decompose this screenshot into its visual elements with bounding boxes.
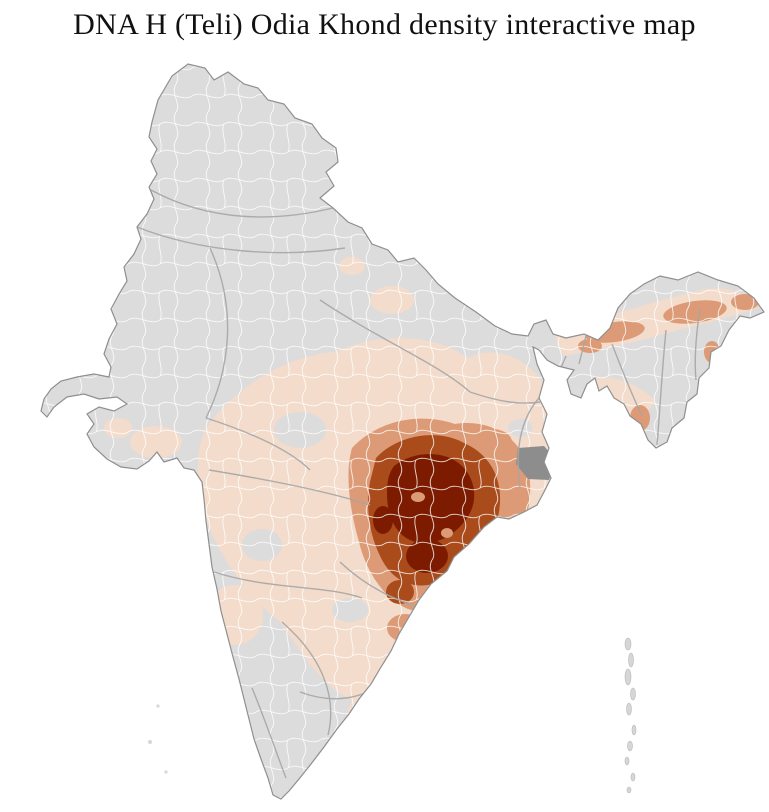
- island[interactable]: [627, 740, 633, 752]
- island[interactable]: [156, 704, 160, 708]
- no-data-region[interactable]: [516, 446, 556, 480]
- andaman-islands[interactable]: [624, 637, 637, 794]
- island[interactable]: [630, 772, 636, 782]
- island[interactable]: [148, 740, 152, 744]
- lakshadweep-islands[interactable]: [148, 704, 168, 774]
- island[interactable]: [624, 637, 632, 651]
- page-title: DNA H (Teli) Odia Khond density interact…: [73, 8, 696, 41]
- island[interactable]: [164, 770, 168, 774]
- island[interactable]: [624, 756, 630, 766]
- island[interactable]: [626, 702, 632, 716]
- island[interactable]: [628, 652, 634, 668]
- island[interactable]: [631, 724, 637, 736]
- island[interactable]: [630, 687, 636, 701]
- island[interactable]: [626, 786, 632, 794]
- gap-patch[interactable]: [439, 628, 471, 652]
- island[interactable]: [624, 668, 632, 686]
